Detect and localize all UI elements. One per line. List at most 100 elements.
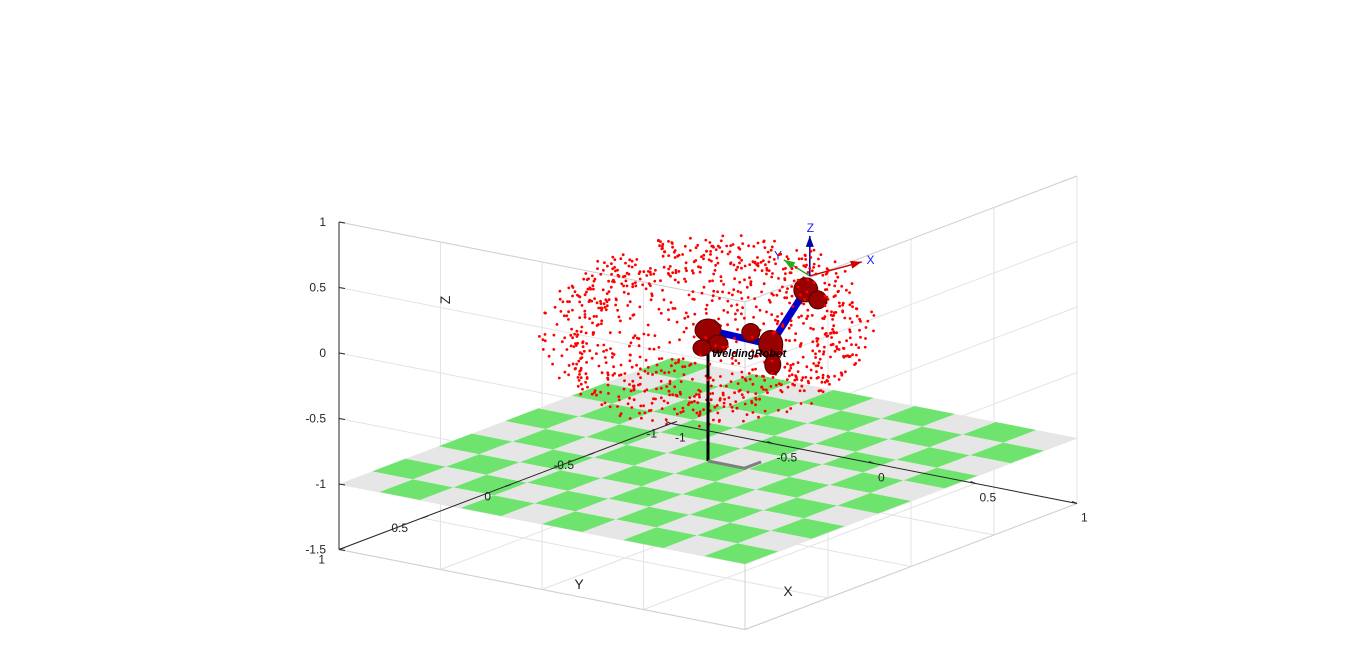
y-tick <box>670 421 678 424</box>
data-point <box>561 300 565 304</box>
floor-tile <box>888 426 963 448</box>
floor-tile <box>700 427 775 449</box>
data-point <box>780 312 784 316</box>
data-point <box>677 270 681 273</box>
data-point <box>638 270 642 273</box>
data-point <box>621 253 625 257</box>
data-point <box>632 387 636 390</box>
data-point <box>603 401 607 405</box>
data-point <box>611 355 614 359</box>
data-point <box>628 383 631 386</box>
frame-axis-label: Z <box>807 221 814 235</box>
data-point <box>700 255 703 259</box>
data-point <box>733 336 736 340</box>
floor-tile <box>405 446 480 467</box>
data-point <box>712 418 715 422</box>
data-point <box>591 331 595 334</box>
data-point <box>681 357 685 361</box>
data-point <box>760 290 763 294</box>
data-point <box>864 326 868 329</box>
data-point <box>802 322 805 325</box>
data-point <box>618 414 622 418</box>
data-point <box>635 258 639 261</box>
data-point <box>673 385 677 389</box>
data-point <box>770 245 774 249</box>
data-point <box>826 298 830 301</box>
data-point <box>576 293 579 297</box>
data-point <box>586 287 590 291</box>
data-point <box>575 329 579 333</box>
data-point <box>652 397 655 401</box>
floor-tile <box>896 447 970 468</box>
data-point <box>817 264 821 268</box>
data-point <box>710 259 713 263</box>
data-point <box>657 238 660 242</box>
data-point <box>823 380 827 384</box>
x-tick-label: -0.5 <box>777 451 798 465</box>
floor-tile <box>575 498 649 520</box>
data-point <box>834 294 837 298</box>
data-point <box>622 387 626 391</box>
data-point <box>843 316 847 320</box>
data-point <box>810 402 813 405</box>
data-point <box>829 343 833 347</box>
data-point <box>684 280 688 283</box>
data-point <box>631 285 635 289</box>
data-point <box>611 373 615 377</box>
data-point <box>596 343 600 347</box>
data-point <box>714 248 718 252</box>
data-point <box>727 396 731 399</box>
data-point <box>847 355 851 359</box>
data-point <box>578 316 582 319</box>
data-point <box>756 262 760 265</box>
data-point <box>832 314 836 317</box>
data-point <box>812 262 816 266</box>
data-point <box>679 380 683 383</box>
data-point <box>669 301 673 304</box>
data-point <box>786 385 790 389</box>
data-point <box>613 258 617 261</box>
data-point <box>821 376 825 380</box>
floor-tile <box>649 494 723 515</box>
data-point <box>543 311 547 315</box>
data-point <box>830 336 833 339</box>
data-point <box>582 277 586 281</box>
data-point <box>711 279 714 283</box>
data-point <box>835 331 838 335</box>
floor-tile <box>733 415 808 436</box>
data-point <box>693 361 697 365</box>
data-point <box>622 275 625 279</box>
data-point <box>647 333 650 337</box>
data-point <box>774 383 778 387</box>
data-point <box>737 361 741 365</box>
data-point <box>815 370 818 374</box>
data-point <box>595 352 598 355</box>
data-point <box>822 350 826 354</box>
data-point <box>610 262 613 265</box>
floor-tile <box>412 466 487 488</box>
data-point <box>588 317 591 320</box>
data-point <box>603 356 607 359</box>
data-point <box>676 412 679 416</box>
data-point <box>790 373 794 377</box>
data-point <box>872 314 876 317</box>
data-point <box>800 378 804 382</box>
data-point <box>693 395 696 398</box>
floor-tile <box>722 489 797 511</box>
data-point <box>812 248 816 252</box>
data-point <box>579 382 583 386</box>
floor-tile <box>693 407 767 428</box>
x-tick-label: -1 <box>675 431 686 445</box>
data-point <box>576 376 580 379</box>
data-point <box>806 379 810 383</box>
data-point <box>872 329 875 333</box>
data-point <box>828 382 831 386</box>
floor-tile <box>626 432 701 453</box>
data-point <box>819 389 823 392</box>
data-point <box>708 376 712 379</box>
data-point <box>725 384 728 388</box>
data-point <box>789 407 793 410</box>
data-point <box>794 332 798 335</box>
data-point <box>638 277 642 281</box>
data-point <box>790 294 794 298</box>
